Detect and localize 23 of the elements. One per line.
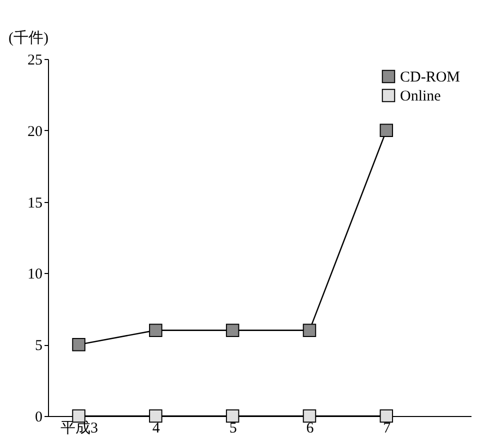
x-tick-label: 5 [229,420,237,436]
y-tick-label: 20 [28,124,42,140]
x-tick-label: 平成3 [60,420,98,436]
point [72,338,86,352]
y-axis-title: (千件) [8,30,48,46]
y-tick-label: 10 [28,266,42,283]
x-tick-label: 4 [152,420,160,436]
point [226,409,240,423]
point [149,324,162,337]
legend-label: Online [400,88,442,104]
y-tick-label: 25 [28,52,42,68]
point [302,324,316,337]
x-tick-label: 6 [306,420,314,436]
legend-label: CD-ROM [400,70,460,86]
y-tick-label: 15 [28,195,42,212]
point [380,409,394,423]
point [226,324,240,337]
point [149,409,162,423]
y-tick-label: 0 [35,410,42,426]
point [302,409,316,423]
x-tick-label: 7 [383,420,392,436]
point [380,124,394,138]
y-tick-label: 5 [35,338,42,354]
